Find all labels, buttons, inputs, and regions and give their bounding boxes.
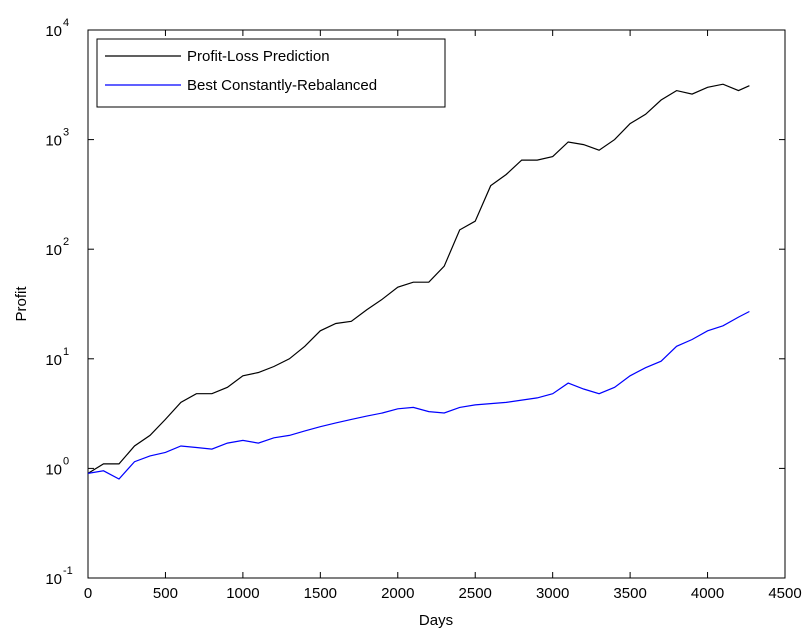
- x-tick-label: 2500: [459, 585, 492, 602]
- x-tick-label: 4500: [768, 585, 801, 602]
- legend-label: Profit-Loss Prediction: [187, 48, 330, 65]
- y-tick-exponent: 0: [63, 455, 69, 467]
- y-tick-label: 10: [45, 571, 62, 588]
- y-tick-exponent: 2: [63, 236, 69, 248]
- x-axis-label: Days: [419, 612, 453, 629]
- y-tick-label: 10: [45, 23, 62, 40]
- series-line: [87, 310, 750, 480]
- y-tick-base: 10: [45, 352, 62, 369]
- x-tick-label: 4000: [691, 585, 724, 602]
- y-tick-label: 10: [45, 133, 62, 150]
- x-tick-label: 3000: [536, 585, 569, 602]
- x-tick-label: 0: [84, 585, 92, 602]
- y-tick-label: 10: [45, 242, 62, 259]
- legend-box: [96, 38, 446, 108]
- legend-label: Best Constantly-Rebalanced: [187, 77, 377, 94]
- y-tick-base: 10: [45, 571, 62, 588]
- y-tick-base: 10: [45, 23, 62, 40]
- y-axis-label: Profit: [13, 286, 30, 322]
- x-tick-label: 500: [153, 585, 178, 602]
- x-tick-label: 3500: [613, 585, 646, 602]
- plot-area: [87, 29, 786, 579]
- y-tick-exponent: -1: [63, 565, 73, 577]
- x-tick-label: 2000: [381, 585, 414, 602]
- y-tick-base: 10: [45, 461, 62, 478]
- y-tick-exponent: 3: [63, 127, 69, 139]
- x-tick-label: 1000: [226, 585, 259, 602]
- y-tick-label: 10: [45, 461, 62, 478]
- x-tick-label: 1500: [304, 585, 337, 602]
- y-tick-label: 10: [45, 352, 62, 369]
- y-tick-base: 10: [45, 242, 62, 259]
- y-tick-exponent: 1: [63, 346, 69, 358]
- y-tick-exponent: 4: [63, 17, 69, 29]
- series-line: [87, 83, 750, 474]
- y-tick-base: 10: [45, 133, 62, 150]
